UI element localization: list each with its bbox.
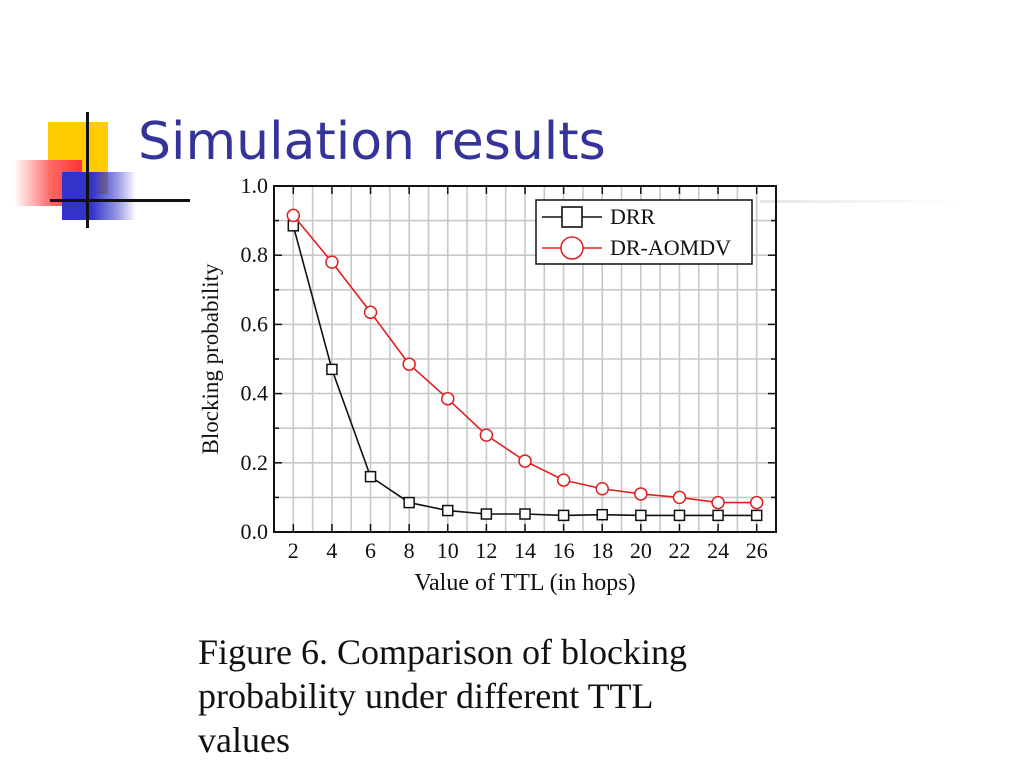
data-point-drr	[287, 220, 300, 232]
blocking-probability-chart: 2 4 6 8 10 12 14 16 18 20 22 24 260.00.20.40.60.81.0…	[198, 173, 777, 596]
x-tick-label: 16	[553, 538, 575, 563]
y-tick-label: 0.0	[241, 519, 269, 544]
plot-frame	[273, 185, 777, 533]
data-point-dr-aomdv	[479, 428, 494, 442]
decor-vertical-line	[86, 112, 89, 228]
data-point-drr	[519, 508, 531, 520]
data-point-drr	[712, 509, 724, 522]
caption-line-3: values	[198, 720, 290, 760]
caption-line-1: Figure 6. Comparison of blocking	[198, 632, 687, 672]
decor-horizontal-line	[50, 199, 190, 202]
x-tick-label: 6	[365, 538, 376, 563]
data-point-dr-aomdv	[556, 473, 571, 487]
y-tick-label: 0.6	[241, 311, 269, 336]
data-point-dr-aomdv	[441, 392, 455, 406]
data-point-dr-aomdv	[402, 357, 416, 371]
data-point-drr	[596, 508, 608, 521]
x-tick-label: 18	[591, 538, 613, 563]
x-tick-label: 4	[326, 538, 337, 563]
data-point-dr-aomdv	[363, 305, 378, 320]
y-tick-label: 0.4	[241, 381, 269, 406]
legend-marker-drr	[561, 206, 583, 228]
legend-label-0: DRR	[610, 204, 656, 229]
data-point-dr-aomdv	[286, 208, 301, 223]
data-point-drr	[480, 508, 493, 520]
x-tick-label: 12	[475, 538, 497, 563]
data-point-dr-aomdv	[672, 490, 687, 505]
data-point-drr	[557, 509, 570, 522]
data-point-drr	[750, 509, 763, 522]
x-tick-label: 8	[404, 538, 415, 563]
data-point-drr	[364, 470, 377, 483]
x-tick-label: 2	[288, 538, 299, 563]
data-point-drr	[442, 504, 454, 517]
legend-label-1: DR-AOMDV	[610, 235, 731, 260]
data-point-drr	[403, 496, 415, 509]
x-tick-label: 22	[668, 538, 690, 563]
x-tick-label: 24	[707, 538, 729, 563]
slide-title: Simulation results	[138, 112, 606, 172]
x-tick-label: 14	[514, 538, 536, 563]
x-tick-label: 26	[746, 538, 768, 563]
data-point-drr	[673, 509, 686, 522]
data-point-dr-aomdv	[749, 495, 764, 510]
y-tick-label: 1.0	[241, 173, 269, 198]
data-point-drr	[326, 363, 338, 376]
x-tick-label: 20	[630, 538, 652, 563]
y-tick-label: 0.8	[241, 242, 269, 267]
caption-line-2: probability under different TTL	[198, 676, 654, 716]
data-point-drr	[635, 509, 647, 522]
decor-blue-bar	[62, 172, 136, 220]
title-underline-rule	[760, 200, 960, 203]
x-tick-label: 10	[437, 538, 459, 563]
data-point-dr-aomdv	[518, 454, 532, 468]
y-tick-label: 0.2	[241, 450, 269, 475]
data-point-dr-aomdv	[595, 482, 609, 496]
x-axis-label: Value of TTL (in hops)	[414, 570, 635, 596]
data-point-dr-aomdv	[711, 495, 725, 510]
data-point-dr-aomdv	[634, 487, 648, 501]
figure-caption: Figure 6. Comparison of blocking probabi…	[198, 630, 798, 762]
data-point-dr-aomdv	[325, 255, 339, 269]
y-axis-label: Blocking probability	[198, 263, 223, 455]
legend-marker-dr-aomdv	[560, 236, 584, 260]
